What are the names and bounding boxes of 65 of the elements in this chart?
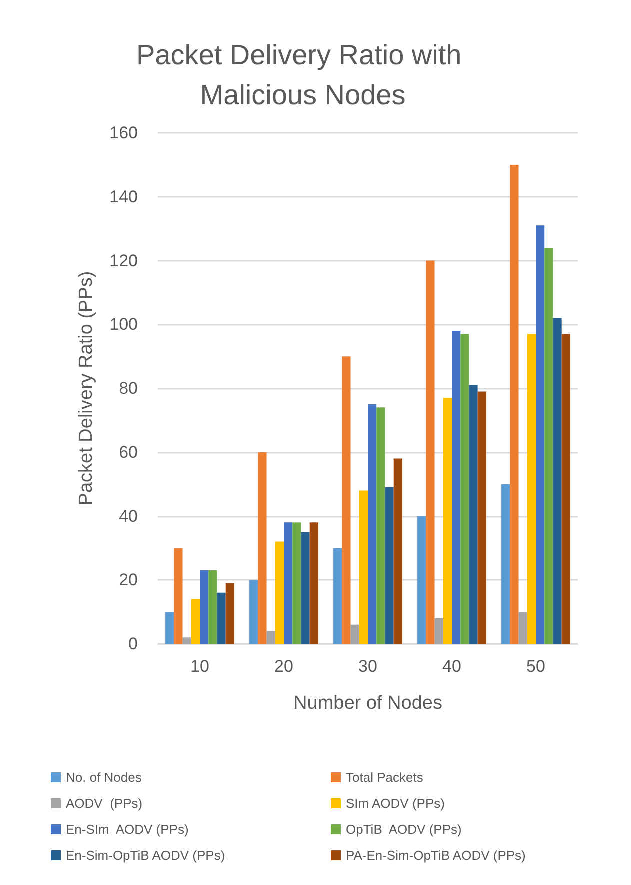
x-axis-title: Number of Nodes — [294, 693, 442, 714]
bar — [217, 592, 226, 644]
bar — [553, 318, 562, 644]
legend-label: SIm AODV (PPs) — [346, 796, 445, 811]
bar — [469, 385, 478, 644]
legend-label: No. of Nodes — [66, 770, 142, 785]
bar — [292, 522, 302, 644]
bar — [266, 631, 276, 644]
y-tick-label: 40 — [119, 506, 138, 526]
y-tick-label: 120 — [110, 251, 138, 270]
bar — [452, 331, 461, 644]
bar — [359, 490, 368, 644]
legend-label: OpTiB AODV (PPs) — [346, 822, 462, 837]
bar — [301, 532, 310, 644]
bar — [443, 398, 452, 644]
y-tick-label: 60 — [119, 442, 138, 462]
chart-title: Packet Delivery Ratio with Malicious Nodes — [136, 40, 470, 110]
bar — [174, 548, 183, 644]
bar — [342, 356, 351, 644]
y-tick-label: 20 — [119, 570, 138, 590]
bar — [426, 260, 435, 644]
legend-label: En-SIm AODV (PPs) — [66, 822, 189, 837]
bar — [394, 458, 402, 644]
bar — [350, 624, 360, 644]
x-tick-label: 30 — [358, 657, 378, 676]
bar — [334, 548, 342, 644]
bar — [310, 522, 318, 644]
bar — [418, 516, 426, 644]
bar — [258, 452, 267, 644]
bar — [191, 599, 200, 644]
bar — [385, 488, 394, 644]
bar — [376, 408, 386, 644]
y-tick-label: 140 — [110, 187, 138, 206]
bar — [502, 484, 510, 644]
bar — [200, 570, 209, 644]
bar — [182, 638, 192, 644]
bar — [544, 248, 554, 644]
bar — [275, 542, 284, 644]
legend-label: En-Sim-OpTiB AODV (PPs) — [66, 848, 226, 863]
legend-label: AODV (PPs) — [66, 796, 143, 811]
bar — [562, 334, 570, 644]
legend-label: Total Packets — [346, 770, 424, 785]
bar — [527, 334, 536, 644]
bar — [536, 226, 545, 644]
bar — [434, 618, 444, 644]
bar — [208, 570, 218, 644]
bar — [460, 334, 470, 644]
y-tick-label: 0 — [128, 634, 138, 654]
y-tick-label: 100 — [110, 315, 138, 334]
y-axis-title: Packet Delivery Ratio (PPs) — [76, 271, 97, 506]
bar — [250, 580, 258, 644]
bar — [284, 522, 293, 644]
y-tick-label: 80 — [119, 379, 138, 398]
x-tick-label: 10 — [190, 657, 210, 676]
bar — [518, 612, 528, 644]
bar — [368, 404, 377, 644]
y-tick-label: 160 — [110, 124, 138, 142]
x-tick-label: 40 — [442, 657, 462, 676]
bar — [226, 583, 234, 644]
bar — [478, 392, 486, 644]
bar — [510, 164, 519, 644]
x-tick-label: 20 — [274, 657, 294, 676]
legend-label: PA-En-Sim-OpTiB AODV (PPs) — [346, 848, 526, 863]
bar — [166, 612, 174, 644]
x-tick-label: 50 — [526, 657, 546, 676]
